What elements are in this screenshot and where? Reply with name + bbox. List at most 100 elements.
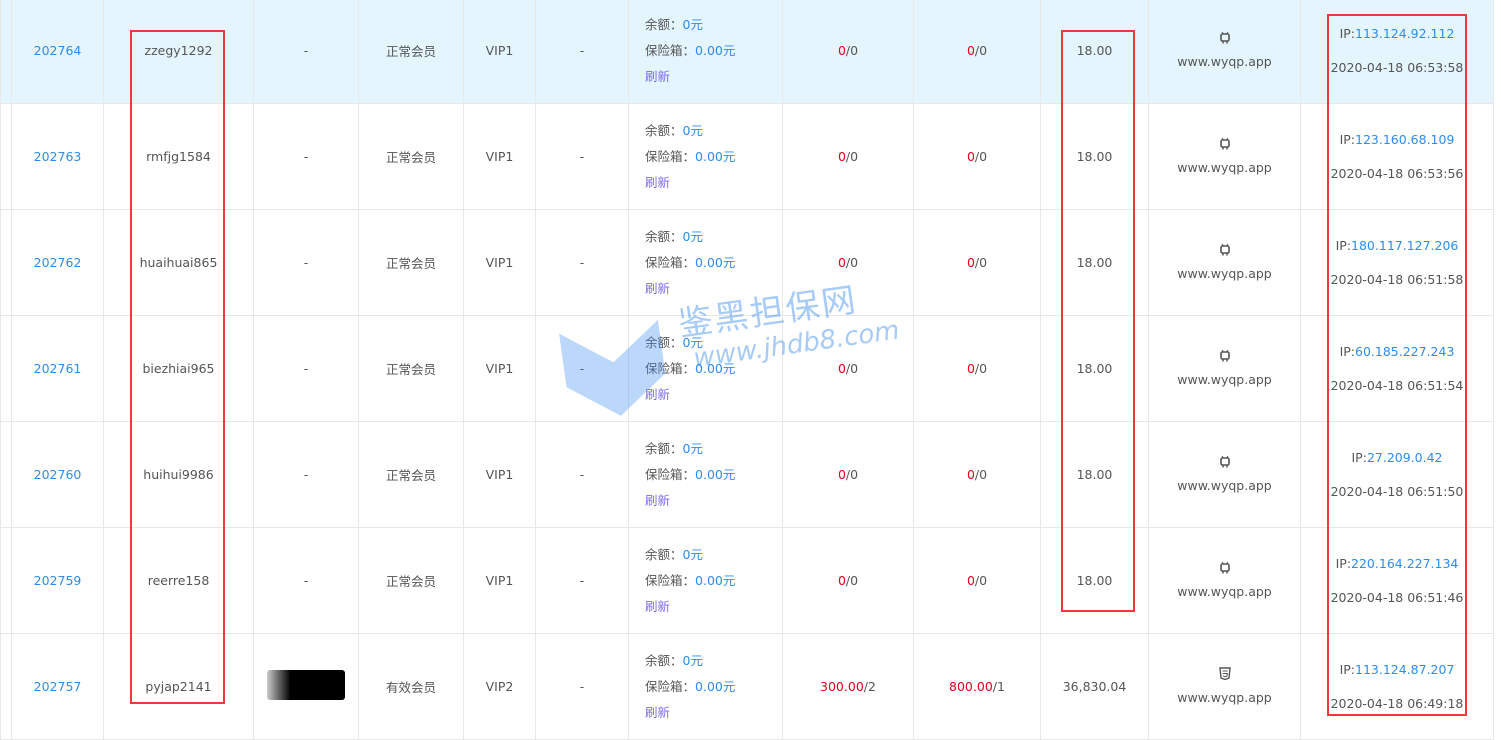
safe-value: 0.00元 <box>695 466 736 482</box>
nickname-text: - <box>303 255 309 270</box>
member-id-link[interactable]: 202762 <box>33 255 82 270</box>
extra: - <box>535 0 629 104</box>
withdraw: 0/0 <box>913 527 1041 634</box>
refresh-link[interactable]: 刷新 <box>645 174 671 190</box>
ip-link[interactable]: 113.124.92.112 <box>1355 25 1455 41</box>
nickname: - <box>253 0 359 104</box>
ip-link[interactable]: 60.185.227.243 <box>1355 343 1455 359</box>
ip-label: IP: <box>1339 661 1356 677</box>
balance-value: 0元 <box>682 16 703 32</box>
balance-cell: 余额：0元 保险箱：0.00元 刷新 <box>628 209 783 316</box>
recharge-amount: 0 <box>837 573 846 588</box>
device-cell: www.wyqp.app <box>1148 0 1301 104</box>
table-row: 202759 reerre158 - 正常会员 VIP1 - 余额：0元 保险箱… <box>0 527 1494 634</box>
device-site: www.wyqp.app <box>1177 53 1272 69</box>
member-status: 有效会员 <box>358 633 464 740</box>
safe-label: 保险箱： <box>645 678 696 694</box>
safe-label: 保险箱： <box>645 148 696 164</box>
recharge-amount: 0 <box>837 467 846 482</box>
login-info: IP:60.185.227.243 2020-04-18 06:51:54 <box>1300 315 1494 422</box>
amount: 36,830.04 <box>1040 633 1149 740</box>
member-id-link[interactable]: 202760 <box>33 467 82 482</box>
refresh-link[interactable]: 刷新 <box>645 704 671 720</box>
withdraw-count: /1 <box>992 679 1005 694</box>
balance-value: 0元 <box>682 122 703 138</box>
member-id-link[interactable]: 202759 <box>33 573 82 588</box>
withdraw-count: /0 <box>974 361 988 376</box>
device-cell: www.wyqp.app <box>1148 421 1301 528</box>
nickname-text: - <box>303 361 309 376</box>
balance-value: 0元 <box>682 652 703 668</box>
nickname: - <box>253 527 359 634</box>
nickname-text: - <box>303 467 309 482</box>
safe-label: 保险箱： <box>645 254 696 270</box>
device-site: www.wyqp.app <box>1177 265 1272 281</box>
safe-label: 保险箱： <box>645 572 696 588</box>
ip-link[interactable]: 113.124.87.207 <box>1355 661 1455 677</box>
login-time: 2020-04-18 06:51:46 <box>1330 589 1464 605</box>
withdraw: 800.00/1 <box>913 633 1041 740</box>
table-row: 202762 huaihuai865 - 正常会员 VIP1 - 余额：0元 保… <box>0 209 1494 316</box>
refresh-link[interactable]: 刷新 <box>645 280 671 296</box>
device-site: www.wyqp.app <box>1177 477 1272 493</box>
ip-label: IP: <box>1339 131 1356 147</box>
vip-level: VIP1 <box>463 209 536 316</box>
member-id-link[interactable]: 202763 <box>33 149 82 164</box>
withdraw-amount: 800.00 <box>949 679 993 694</box>
device-cell: www.wyqp.app <box>1148 527 1301 634</box>
balance-label: 余额： <box>645 122 683 138</box>
android-icon <box>1149 241 1300 263</box>
refresh-link[interactable]: 刷新 <box>645 68 671 84</box>
username: zzegy1292 <box>103 0 254 104</box>
member-id-link[interactable]: 202757 <box>33 679 82 694</box>
recharge: 0/0 <box>782 209 914 316</box>
table-row: 202760 huihui9986 - 正常会员 VIP1 - 余额：0元 保险… <box>0 421 1494 528</box>
extra: - <box>535 103 629 210</box>
balance-value: 0元 <box>682 440 703 456</box>
safe-value: 0.00元 <box>695 148 736 164</box>
refresh-link[interactable]: 刷新 <box>645 492 671 508</box>
extra: - <box>535 315 629 422</box>
member-id-link[interactable]: 202761 <box>33 361 82 376</box>
recharge-count: /0 <box>845 467 859 482</box>
recharge-count: /0 <box>845 149 859 164</box>
recharge-count: /0 <box>845 43 859 58</box>
android-icon <box>1149 29 1300 51</box>
ip-label: IP: <box>1339 343 1356 359</box>
ip-link[interactable]: 220.164.227.134 <box>1351 555 1459 571</box>
login-info: IP:123.160.68.109 2020-04-18 06:53:56 <box>1300 103 1494 210</box>
amount: 18.00 <box>1040 315 1149 422</box>
ip-link[interactable]: 27.209.0.42 <box>1366 449 1443 465</box>
row-margin <box>0 421 12 528</box>
balance-cell: 余额：0元 保险箱：0.00元 刷新 <box>628 315 783 422</box>
recharge: 0/0 <box>782 527 914 634</box>
ip-link[interactable]: 180.117.127.206 <box>1351 237 1459 253</box>
refresh-link[interactable]: 刷新 <box>645 386 671 402</box>
balance-label: 余额： <box>645 440 683 456</box>
safe-value: 0.00元 <box>695 572 736 588</box>
device-site: www.wyqp.app <box>1177 371 1272 387</box>
ip-link[interactable]: 123.160.68.109 <box>1355 131 1455 147</box>
safe-value: 0.00元 <box>695 678 736 694</box>
table-row: 202764 zzegy1292 - 正常会员 VIP1 - 余额：0元 保险箱… <box>0 0 1494 104</box>
balance-label: 余额： <box>645 546 683 562</box>
login-time: 2020-04-18 06:53:56 <box>1330 165 1464 181</box>
refresh-link[interactable]: 刷新 <box>645 598 671 614</box>
withdraw-amount: 0 <box>966 573 975 588</box>
recharge: 300.00/2 <box>782 633 914 740</box>
nickname: - <box>253 421 359 528</box>
member-id-link[interactable]: 202764 <box>33 43 82 58</box>
device-site: www.wyqp.app <box>1177 689 1272 705</box>
extra: - <box>535 421 629 528</box>
safe-value: 0.00元 <box>695 360 736 376</box>
balance-label: 余额： <box>645 652 683 668</box>
row-margin <box>0 633 12 740</box>
vip-level: VIP1 <box>463 421 536 528</box>
row-margin <box>0 0 12 104</box>
recharge: 0/0 <box>782 103 914 210</box>
balance-cell: 余额：0元 保险箱：0.00元 刷新 <box>628 103 783 210</box>
ip-label: IP: <box>1335 237 1352 253</box>
android-icon <box>1149 135 1300 157</box>
ip-label: IP: <box>1351 449 1367 465</box>
